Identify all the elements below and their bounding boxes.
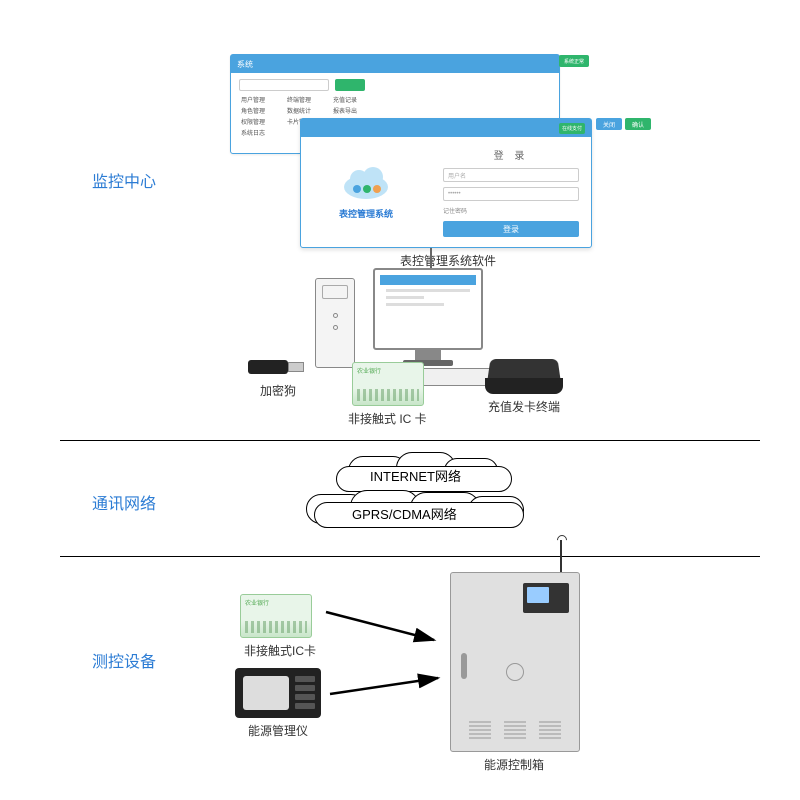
login-system-title: 表控管理系统 [339, 207, 393, 220]
mgmt-search-button[interactable] [335, 79, 365, 91]
iccard-top-label: 非接触式 IC 卡 [348, 410, 427, 427]
cloud-gprs-label: GPRS/CDMA网络 [352, 504, 457, 523]
login-titlebar-pill[interactable]: 在线支付 [559, 123, 585, 134]
connector-line [430, 248, 432, 268]
network-clouds: INTERNET网络 GPRS/CDMA网络 [300, 456, 560, 544]
control-cabinet-icon [450, 572, 580, 752]
pc-tower-icon [315, 278, 355, 368]
cabinet-label: 能源控制箱 [484, 756, 544, 773]
divider-2 [60, 556, 760, 557]
section-label-device: 测控设备 [92, 648, 156, 672]
antenna-icon [560, 540, 562, 574]
arrow-meter-to-cabinet [330, 672, 448, 717]
login-caption: 表控管理系统软件 [400, 252, 496, 269]
section-label-monitor: 监控中心 [92, 168, 156, 192]
card-terminal-icon [485, 358, 563, 394]
username-field[interactable]: 用户名 [443, 168, 579, 182]
login-button[interactable]: 登录 [443, 221, 579, 237]
login-heading: 登 录 [443, 147, 579, 162]
arrow-iccard-to-cabinet [326, 600, 446, 655]
mgmt-col-1: 用户管理 角色管理 权限管理 系统日志 [241, 95, 265, 137]
password-field[interactable]: •••••• [443, 187, 579, 201]
dongle-label: 加密狗 [260, 382, 296, 399]
ic-card-bottom: 农业银行 [240, 594, 312, 638]
outer-close-button[interactable]: 关闭 [596, 118, 622, 130]
mgmt-status-badge: 系统正常 [559, 55, 589, 67]
mgmt-search-input[interactable] [239, 79, 329, 91]
cloud-logo-icon [341, 165, 391, 201]
monitor-icon [373, 268, 483, 350]
divider-1 [60, 440, 760, 441]
mgmt-title: 系统 [237, 59, 253, 70]
login-window: 在线支付 表控管理系统 登 录 用户名 •••••• 记住密码 登录 [300, 118, 592, 248]
section-label-network: 通讯网络 [92, 490, 156, 514]
energy-meter-icon [235, 668, 321, 718]
cloud-internet-label: INTERNET网络 [370, 466, 461, 485]
terminal-label: 充值发卡终端 [488, 398, 560, 415]
outer-confirm-button[interactable]: 确认 [625, 118, 651, 130]
meter-label: 能源管理仪 [248, 722, 308, 739]
ic-card-top: 农业银行 [352, 362, 424, 406]
remember-checkbox[interactable]: 记住密码 [443, 206, 579, 215]
iccard-bottom-label: 非接触式IC卡 [244, 642, 316, 659]
dongle-icon [248, 358, 304, 376]
